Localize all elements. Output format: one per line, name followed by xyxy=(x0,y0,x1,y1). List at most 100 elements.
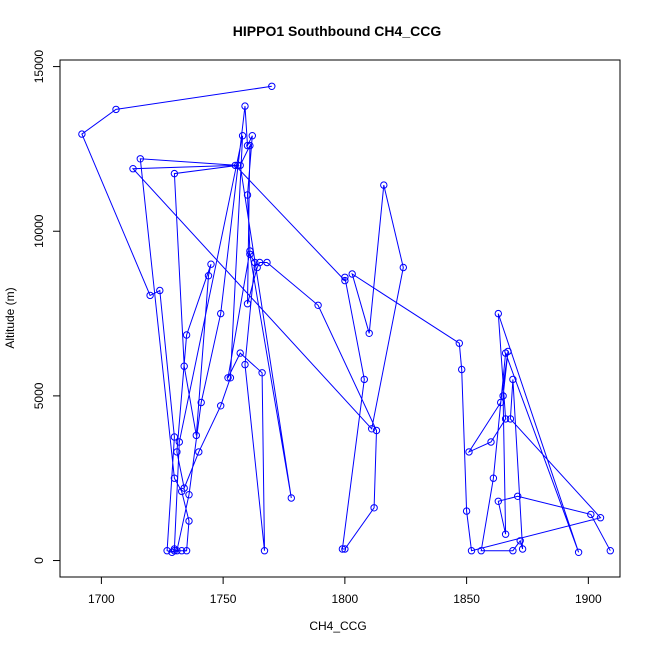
data-point xyxy=(497,398,505,407)
data-point xyxy=(258,369,266,377)
data-point xyxy=(455,339,463,347)
x-axis-label: CH4_CCG xyxy=(309,619,366,633)
data-point xyxy=(504,347,512,356)
data-point xyxy=(487,438,495,446)
data-point xyxy=(489,474,498,482)
data-point xyxy=(146,291,154,300)
data-point xyxy=(246,250,254,259)
data-point xyxy=(248,132,257,140)
y-axis-label: Altitude (m) xyxy=(3,287,17,348)
chart-title: HIPPO1 Southbound CH4_CCG xyxy=(233,23,442,39)
data-point xyxy=(341,273,349,281)
data-point xyxy=(372,426,381,435)
data-point xyxy=(246,247,254,255)
series-points xyxy=(78,82,614,556)
data-point xyxy=(192,431,201,440)
data-point xyxy=(217,309,225,318)
plot-frame xyxy=(59,59,621,578)
data-point xyxy=(185,491,193,499)
data-point xyxy=(465,448,473,456)
data-point xyxy=(518,545,527,553)
x-tick-label: 1750 xyxy=(210,592,237,606)
data-point xyxy=(368,425,376,433)
data-point xyxy=(263,258,271,267)
data-point xyxy=(606,547,614,555)
data-point xyxy=(238,132,247,140)
data-point xyxy=(182,547,191,555)
data-point xyxy=(204,272,213,280)
data-point xyxy=(574,548,583,556)
data-point xyxy=(241,102,249,110)
data-point xyxy=(226,374,235,382)
data-point xyxy=(365,329,373,337)
data-point xyxy=(338,545,347,553)
y-tick-label: 10000 xyxy=(32,214,46,248)
data-point xyxy=(173,448,181,456)
data-point xyxy=(499,392,507,400)
data-point xyxy=(587,510,595,519)
data-point xyxy=(260,547,269,555)
x-tick-label: 1900 xyxy=(575,592,602,606)
data-point xyxy=(516,537,524,545)
data-point xyxy=(217,402,225,410)
data-point xyxy=(268,82,276,91)
data-point xyxy=(197,398,205,407)
data-point xyxy=(170,169,179,178)
data-point xyxy=(241,360,249,369)
data-point xyxy=(243,141,252,150)
y-tick-label: 15000 xyxy=(32,50,46,84)
data-point xyxy=(231,161,240,170)
data-point xyxy=(399,263,407,272)
data-point xyxy=(514,492,522,500)
data-point xyxy=(78,130,86,138)
y-tick-label: 5000 xyxy=(32,382,46,409)
data-point xyxy=(180,484,188,492)
data-point xyxy=(182,331,191,339)
data-point xyxy=(380,181,388,189)
x-axis: 1700 1750 1800 1850 1900 xyxy=(88,577,602,606)
data-point xyxy=(246,141,254,150)
data-point xyxy=(236,161,244,170)
data-point xyxy=(173,547,181,555)
data-point xyxy=(175,438,184,446)
data-point xyxy=(224,374,232,382)
data-point xyxy=(596,514,605,522)
data-point xyxy=(477,547,485,555)
data-point xyxy=(467,547,476,555)
x-tick-label: 1800 xyxy=(332,592,359,606)
data-point xyxy=(185,517,193,525)
data-point xyxy=(163,547,171,555)
data-point xyxy=(314,301,322,309)
data-point xyxy=(360,375,368,384)
x-tick-label: 1700 xyxy=(88,592,115,606)
data-point xyxy=(370,504,378,512)
series-line xyxy=(81,85,611,553)
data-point xyxy=(341,545,349,553)
data-point xyxy=(112,105,120,114)
data-point xyxy=(494,309,502,318)
x-tick-label: 1850 xyxy=(453,592,480,606)
data-point xyxy=(207,260,215,268)
data-point xyxy=(243,191,252,199)
data-point xyxy=(509,547,517,555)
data-point xyxy=(178,547,186,555)
data-point xyxy=(180,362,188,370)
data-point xyxy=(458,365,466,374)
data-point xyxy=(506,415,515,423)
data-point xyxy=(341,276,349,285)
data-point xyxy=(195,448,203,456)
data-point xyxy=(462,507,471,515)
data-point xyxy=(156,286,164,295)
data-point xyxy=(136,155,145,163)
y-tick-label: 0 xyxy=(32,557,46,564)
data-point xyxy=(170,433,179,441)
plot-area xyxy=(78,82,614,556)
data-point xyxy=(348,270,356,278)
data-point xyxy=(236,349,244,357)
data-point xyxy=(256,258,264,267)
data-point xyxy=(509,375,517,384)
y-axis: 0 5000 10000 15000 xyxy=(32,50,60,564)
data-point xyxy=(129,165,137,173)
data-point xyxy=(501,530,510,538)
